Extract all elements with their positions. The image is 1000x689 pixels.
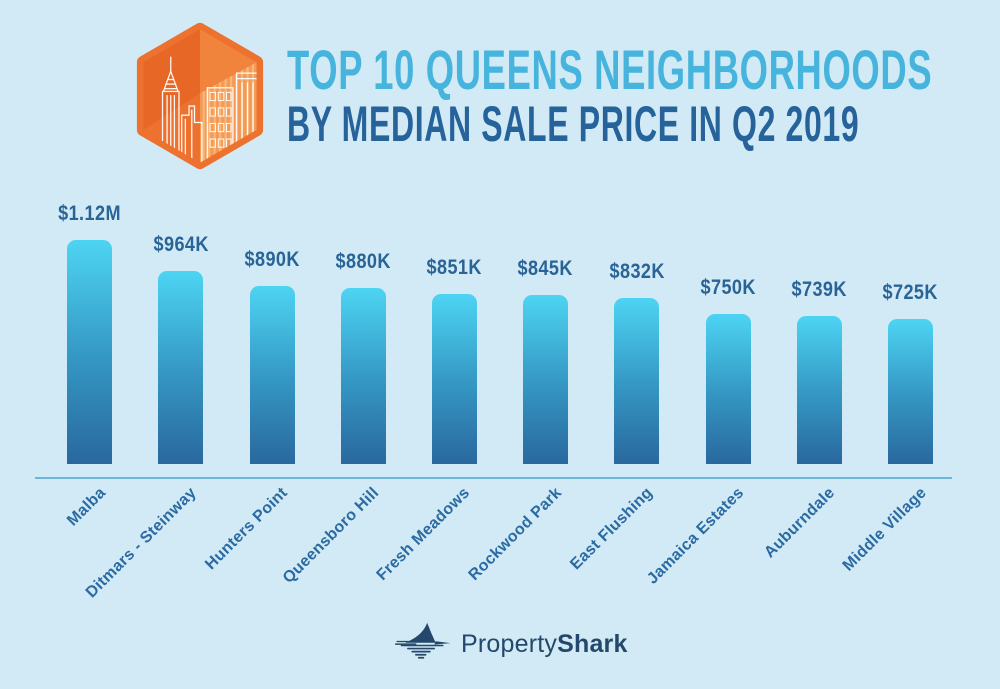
bar-column: $851K Fresh Meadows (374, 164, 500, 584)
bar (796, 316, 842, 464)
bar (158, 271, 204, 464)
bar-column: $725K Middle Village (840, 164, 956, 575)
axis-label: East Flushing (567, 484, 657, 574)
bar-column: $890K Hunters Point (202, 164, 317, 573)
title-line-1-text: TOP 10 QUEENS NEIGHBORHOODS (287, 38, 933, 101)
axis-label: Middle Village (839, 484, 930, 575)
axis-label: Jamaica Estates (644, 484, 748, 588)
bar-value-label: $964K (153, 233, 209, 256)
bar-column: $880K Queensboro Hill (280, 164, 409, 587)
bar-value-label: $739K (791, 278, 847, 301)
bar-column: $845K Rockwood Park (465, 164, 591, 584)
bar (887, 319, 933, 464)
title-line-2: BY MEDIAN SALE PRICE IN Q2 2019 (287, 99, 1000, 149)
nyc-skyline-hexagon-icon (136, 20, 264, 172)
shark-fin-icon (395, 621, 455, 668)
brand-logo: PropertyShark (395, 616, 628, 672)
bar (523, 295, 569, 464)
bar-value-label: $725K (882, 281, 939, 304)
bar (67, 240, 113, 464)
axis-label: Malba (63, 484, 109, 530)
axis-baseline (35, 477, 952, 479)
bar (431, 294, 477, 464)
axis-label: Rockwood Park (465, 484, 565, 584)
bar-column: $739K Auburndale (762, 164, 865, 561)
axis-label: Auburndale (761, 484, 839, 562)
bar-value-label: $750K (700, 276, 756, 299)
brand-text-bold: Shark (557, 629, 628, 658)
title-line-2-text: BY MEDIAN SALE PRICE IN Q2 2019 (287, 96, 860, 152)
bar (614, 298, 660, 464)
bar-value-label: $1.12M (58, 202, 122, 225)
bar-value-label: $832K (609, 260, 665, 283)
axis-label: Fresh Meadows (374, 484, 474, 584)
bar (249, 286, 295, 464)
axis-label: Hunters Point (202, 484, 292, 574)
bar-column: $1.12M Malba (44, 164, 135, 529)
bar-column: $832K East Flushing (567, 164, 682, 573)
bar (340, 288, 386, 464)
bar-chart: $1.12M Malba $964K Ditmars - Steinway $890K H… (44, 164, 956, 601)
brand-text: PropertyShark (461, 630, 628, 659)
bar-value-label: $880K (335, 250, 391, 273)
axis-label: Queensboro Hill (279, 484, 383, 587)
brand-text-regular: Property (461, 629, 558, 658)
bar (705, 314, 751, 464)
bar-value-label: $845K (517, 257, 574, 280)
bar-value-label: $851K (426, 256, 483, 279)
title-line-1: TOP 10 QUEENS NEIGHBORHOODS (287, 42, 1000, 98)
bar-value-label: $890K (244, 248, 300, 271)
bar-column: $750K Jamaica Estates (644, 164, 773, 588)
bar-column: $964K Ditmars - Steinway (83, 164, 226, 601)
